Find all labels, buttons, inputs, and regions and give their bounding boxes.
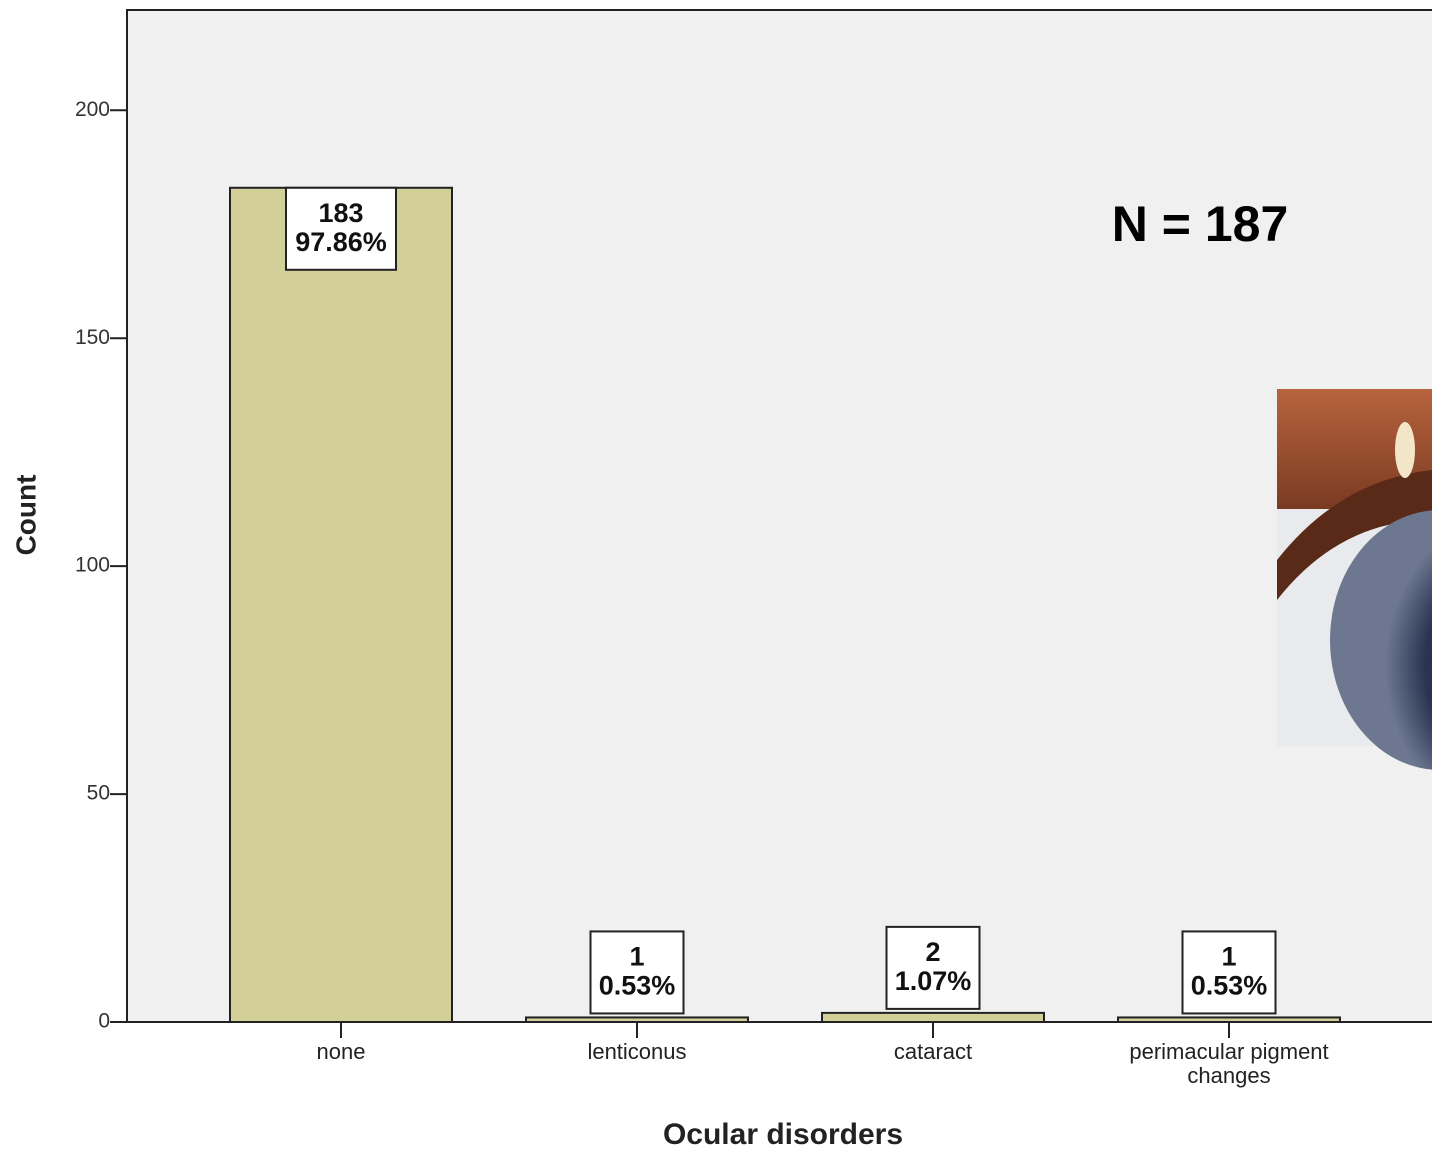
data-label: 1 <box>1221 942 1236 972</box>
y-tick-label: 0 <box>98 1010 110 1033</box>
data-label-percent: 1.07% <box>895 966 972 996</box>
x-tick-label: cataract <box>893 1040 973 1064</box>
bar <box>525 1016 749 1024</box>
data-label-box <box>285 186 397 271</box>
data-label: 2 <box>925 937 940 967</box>
bar <box>1117 1016 1341 1024</box>
x-tick-label-box: lenticonus <box>587 1040 687 1064</box>
eye-photo <box>1277 389 1432 770</box>
data-label-percent: 97.86% <box>295 227 387 257</box>
x-tick-label: lenticonus <box>587 1040 687 1064</box>
data-label-box <box>885 925 981 1010</box>
bar <box>821 1011 1045 1023</box>
data-label: 1 <box>629 942 644 972</box>
y-tick-label: 50 <box>87 782 110 805</box>
data-label-box <box>589 930 685 1015</box>
x-tick-label: perimacular pigment changes <box>1129 1040 1329 1088</box>
bar <box>229 186 453 1023</box>
y-tick-label: 200 <box>75 98 110 121</box>
x-tick-label-box: perimacular pigment changes <box>1129 1040 1329 1088</box>
data-label-percent: 0.53% <box>1191 971 1268 1001</box>
y-axis-title: Count <box>10 475 41 556</box>
annotation: N = 187 <box>1112 196 1289 252</box>
x-tick-label-box: cataract <box>893 1040 973 1064</box>
x-axis-title: Ocular disorders <box>663 1118 903 1151</box>
y-tick-label: 150 <box>75 326 110 349</box>
data-label: 183 <box>318 198 363 228</box>
x-tick-label-box: none <box>316 1040 366 1064</box>
data-label-percent: 0.53% <box>599 971 676 1001</box>
data-label-box <box>1181 930 1277 1015</box>
y-tick-label: 100 <box>75 554 110 577</box>
x-tick-label: none <box>316 1040 366 1064</box>
